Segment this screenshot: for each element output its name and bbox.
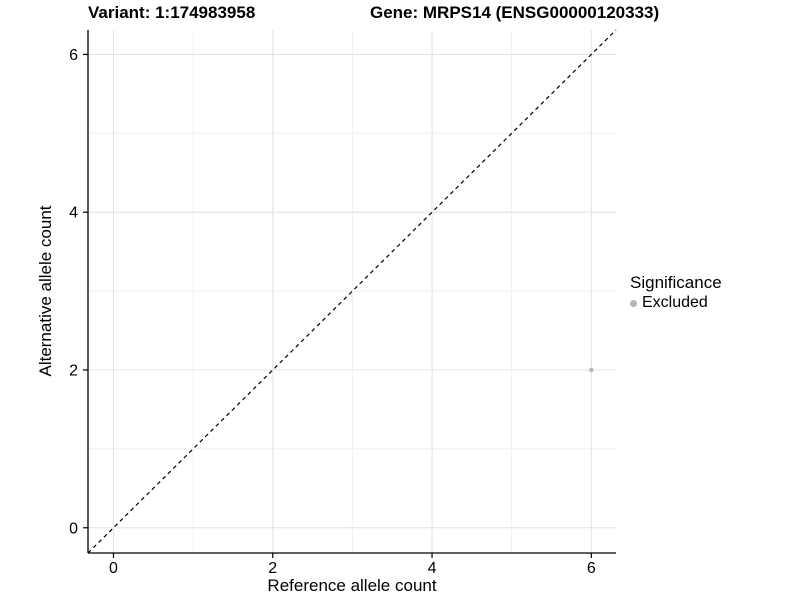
x-tick-label: 4	[428, 560, 437, 577]
plot-title-gene: Gene: MRPS14 (ENSG00000120333)	[370, 3, 660, 22]
y-tick-label: 2	[69, 362, 78, 379]
x-tick-label: 6	[587, 560, 596, 577]
legend-item-excluded: Excluded	[630, 294, 722, 312]
legend: Significance Excluded	[630, 273, 722, 312]
y-tick-label: 0	[69, 520, 78, 537]
legend-item-label: Excluded	[642, 294, 708, 311]
plot-title-variant: Variant: 1:174983958	[88, 3, 256, 22]
legend-title: Significance	[630, 273, 722, 292]
x-axis-label: Reference allele count	[267, 576, 437, 595]
data-point	[589, 367, 594, 373]
identity-reference-line	[87, 29, 617, 554]
y-tick-label: 4	[69, 205, 78, 222]
x-tick-label: 2	[268, 560, 277, 577]
y-tick-label: 6	[69, 47, 78, 64]
x-tick-label: 0	[109, 560, 118, 577]
legend-point-icon	[630, 299, 637, 307]
y-axis-label: Alternative allele count	[36, 205, 55, 377]
